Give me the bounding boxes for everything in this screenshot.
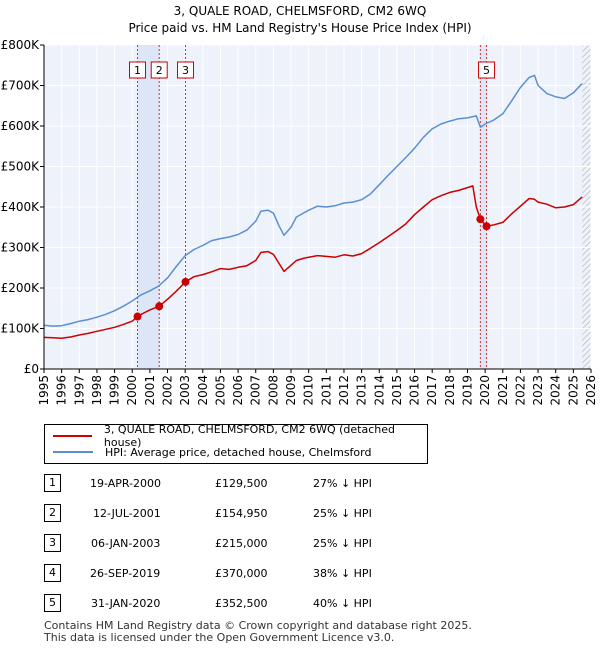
price-chart: 3, QUALE ROAD, CHELMSFORD, CM2 6WQ Price… <box>1 4 598 406</box>
sale-marker-number: 2 <box>156 64 163 77</box>
sale-number-box: 5 <box>44 594 61 612</box>
y-tick-label: £600K <box>1 119 41 133</box>
legend-label-hpi: HPI: Average price, detached house, Chel… <box>105 445 372 459</box>
sale-price: £352,500 <box>215 597 268 610</box>
sale-row: 4 26-SEP-2019 £370,000 38% ↓ HPI <box>0 564 600 584</box>
footer-copyright: Contains HM Land Registry data © Crown c… <box>44 619 472 632</box>
x-tick-label: 1998 <box>90 375 104 406</box>
x-tick-label: 2012 <box>337 375 351 406</box>
sale-date: 31-JAN-2020 <box>91 597 161 610</box>
sale-hpi-delta: 25% ↓ HPI <box>313 537 372 550</box>
x-tick-label: 1997 <box>72 375 86 406</box>
x-tick-label: 2016 <box>408 375 422 406</box>
sale-marker-label: 3 <box>177 61 195 79</box>
x-tick-label: 2023 <box>531 375 545 406</box>
x-tick-label: 2000 <box>125 375 139 406</box>
x-tick-label: 2007 <box>249 375 263 406</box>
sale-price: £154,950 <box>215 507 268 520</box>
sale-number-box: 4 <box>44 564 61 582</box>
y-tick-label: £0 <box>24 362 39 376</box>
y-tick-label: £400K <box>1 200 41 214</box>
x-tick-label: 2001 <box>143 375 157 406</box>
sale-row: 3 06-JAN-2003 £215,000 25% ↓ HPI <box>0 534 600 554</box>
footer-licence: This data is licensed under the Open Gov… <box>44 631 395 644</box>
sale-period-shade <box>137 45 160 369</box>
legend-swatch-property <box>53 435 92 437</box>
sale-marker-number: 3 <box>182 64 189 77</box>
y-tick-label: £500K <box>1 160 41 174</box>
x-tick-label: 2015 <box>390 375 404 406</box>
x-tick-label: 2011 <box>319 375 333 406</box>
x-tick-label: 2002 <box>161 375 175 406</box>
sale-price: £129,500 <box>215 477 268 490</box>
hpi-line <box>43 74 583 327</box>
y-tick-label: £200K <box>1 281 41 295</box>
sale-marker-box <box>150 61 168 79</box>
sale-point <box>482 222 491 231</box>
legend: 3, QUALE ROAD, CHELMSFORD, CM2 6WQ (deta… <box>44 423 428 464</box>
x-tick-label: 2020 <box>478 375 492 406</box>
y-tick-label: £700K <box>1 79 41 93</box>
sale-marker-label: 2 <box>150 61 168 79</box>
x-tick-label: 2005 <box>213 375 227 406</box>
legend-item-hpi: HPI: Average price, detached house, Chel… <box>53 444 371 460</box>
y-tick-label: £300K <box>1 241 41 255</box>
sale-point <box>476 215 485 224</box>
sale-number-box: 3 <box>44 534 61 552</box>
x-tick-label: 2013 <box>355 375 369 406</box>
x-tick-label: 2021 <box>496 375 510 406</box>
sale-price: £215,000 <box>215 537 268 550</box>
y-tick-label: £100K <box>1 322 41 336</box>
x-tick-label: 2006 <box>231 375 245 406</box>
legend-label-property: 3, QUALE ROAD, CHELMSFORD, CM2 6WQ (deta… <box>103 423 395 449</box>
sale-marker-label: 5 <box>478 61 496 79</box>
sale-point <box>181 277 190 286</box>
x-tick-label: 2003 <box>178 375 192 406</box>
sale-date: 19-APR-2000 <box>90 477 162 490</box>
sale-point <box>155 302 164 311</box>
sale-date: 12-JUL-2001 <box>93 507 161 520</box>
x-tick-label: 2010 <box>302 375 316 406</box>
x-tick-label: 1996 <box>55 375 69 406</box>
y-tick-label: £800K <box>1 38 41 52</box>
x-tick-label: 2008 <box>266 375 280 406</box>
sale-date: 06-JAN-2003 <box>91 537 161 550</box>
x-tick-label: 1995 <box>37 375 51 406</box>
x-tick-label: 2017 <box>425 375 439 406</box>
x-tick-label: 2025 <box>566 375 580 406</box>
sale-price: £370,000 <box>215 567 268 580</box>
chart-title: 3, QUALE ROAD, CHELMSFORD, CM2 6WQ <box>174 4 427 18</box>
chart-subtitle: Price paid vs. HM Land Registry's House … <box>128 21 471 35</box>
legend-swatch-hpi <box>53 451 93 453</box>
sale-marker-label: 1 <box>129 61 147 79</box>
x-tick-label: 2022 <box>513 375 527 406</box>
sale-row: 5 31-JAN-2020 £352,500 40% ↓ HPI <box>0 594 600 614</box>
footer: Contains HM Land Registry data © Crown c… <box>44 620 472 644</box>
x-tick-label: 2026 <box>584 375 598 406</box>
sale-hpi-delta: 27% ↓ HPI <box>313 477 372 490</box>
sale-row: 2 12-JUL-2001 £154,950 25% ↓ HPI <box>0 504 600 524</box>
sale-marker-number: 1 <box>134 64 141 77</box>
sale-point <box>133 312 142 321</box>
sale-number-box: 1 <box>44 474 61 492</box>
sale-row: 1 19-APR-2000 £129,500 27% ↓ HPI <box>0 474 600 494</box>
sale-marker-box <box>129 61 147 79</box>
legend-item-property: 3, QUALE ROAD, CHELMSFORD, CM2 6WQ (deta… <box>53 423 427 449</box>
x-tick-label: 2009 <box>284 375 298 406</box>
sale-number-box: 2 <box>44 504 61 522</box>
x-tick-label: 2004 <box>196 375 210 406</box>
x-tick-label: 2014 <box>372 375 386 406</box>
sale-hpi-delta: 25% ↓ HPI <box>313 507 372 520</box>
sale-marker-number: 5 <box>483 64 490 77</box>
sale-hpi-delta: 38% ↓ HPI <box>313 567 372 580</box>
x-tick-label: 2019 <box>460 375 474 406</box>
x-tick-label: 2024 <box>549 375 563 406</box>
sale-hpi-delta: 40% ↓ HPI <box>313 597 372 610</box>
sale-period-shade <box>480 45 487 369</box>
sale-marker-box <box>478 61 496 79</box>
x-tick-label: 2018 <box>443 375 457 406</box>
x-tick-label: 1999 <box>108 375 122 406</box>
sale-date: 26-SEP-2019 <box>90 567 161 580</box>
sale-marker-box <box>177 61 195 79</box>
